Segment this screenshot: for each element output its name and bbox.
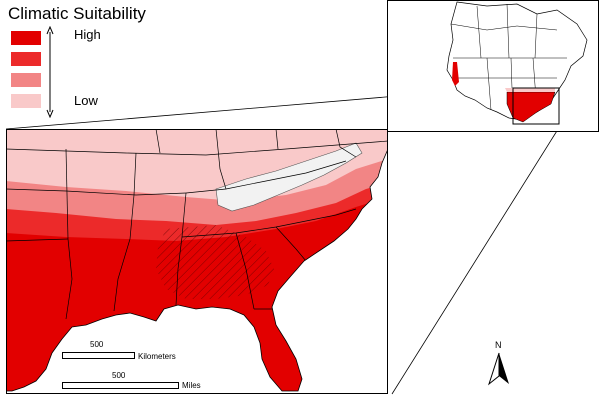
scale-bar-mi-unit: Miles xyxy=(182,381,201,390)
scale-bar-km xyxy=(62,352,135,359)
scale-bar-km-value: 500 xyxy=(90,340,104,349)
legend-swatch-4 xyxy=(11,94,41,108)
legend-low-label: Low xyxy=(74,93,98,108)
legend-swatch-2 xyxy=(11,52,41,66)
scale-bar-km-unit: Kilometers xyxy=(138,352,176,361)
legend-arrow xyxy=(46,26,54,118)
legend-swatch-1 xyxy=(11,31,41,45)
north-arrow-icon xyxy=(488,352,509,386)
legend-swatch-3 xyxy=(11,73,41,87)
north-arrow-label: N xyxy=(495,340,502,350)
main-map xyxy=(6,129,388,394)
scale-bar-mi-value: 500 xyxy=(112,371,126,380)
legend-title: Climatic Suitability xyxy=(8,4,146,23)
scale-bar-mi xyxy=(62,382,179,389)
legend-high-label: High xyxy=(74,27,101,42)
inset-map xyxy=(387,0,599,132)
